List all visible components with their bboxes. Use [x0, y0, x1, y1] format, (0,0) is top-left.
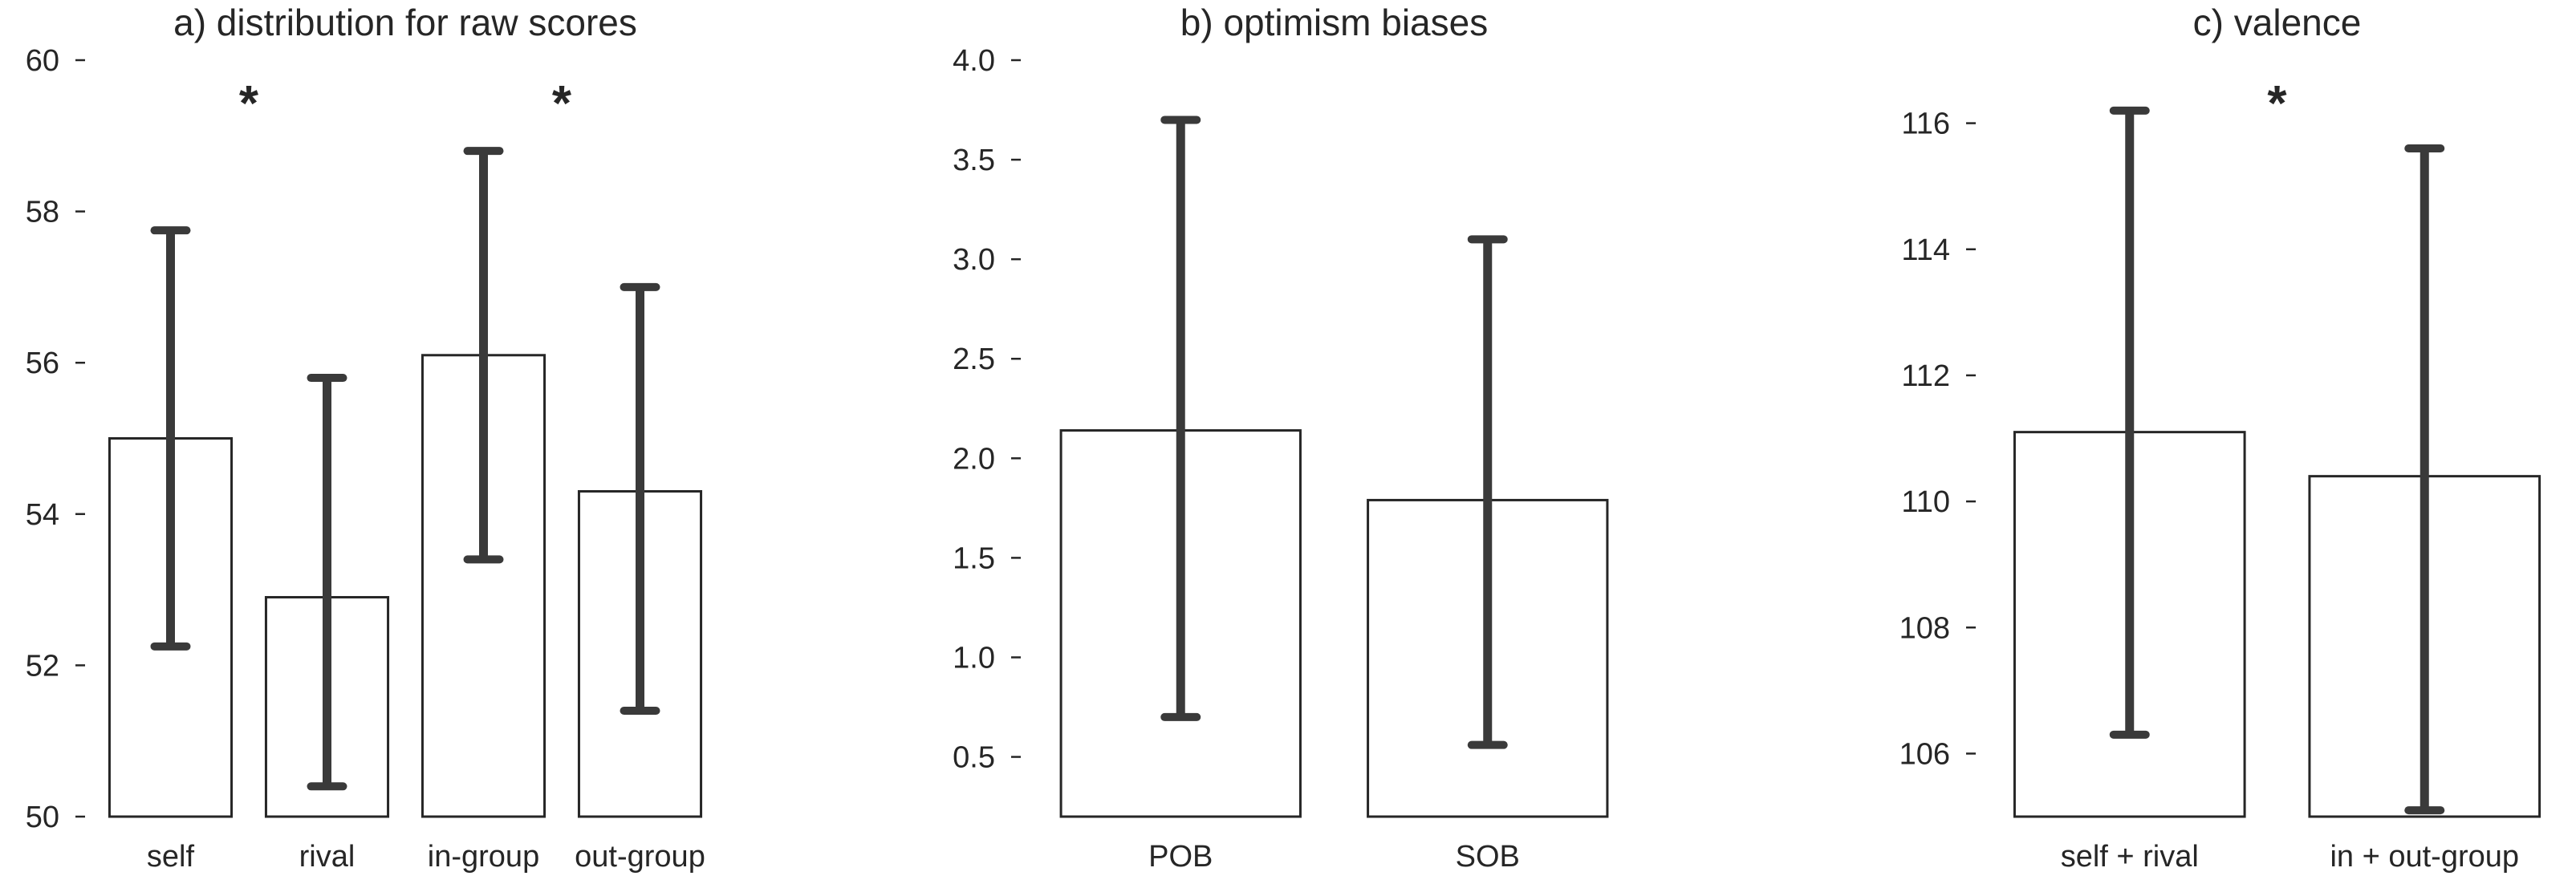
y-tick-label: 50 — [26, 801, 59, 834]
y-tick-label: 4.0 — [953, 44, 995, 78]
category-label: out-group — [575, 840, 705, 874]
y-tick-label: 0.5 — [953, 741, 995, 775]
category-label: in + out-group — [2330, 840, 2519, 874]
y-tick-label: 3.0 — [953, 243, 995, 277]
y-tick-label: 106 — [1899, 737, 1950, 771]
chart-panel-1: a) distribution for raw scores 50 52 54 56 58… — [26, 2, 705, 874]
y-tick-label: 108 — [1899, 611, 1950, 645]
category-label: SOB — [1456, 840, 1520, 874]
category-label: rival — [299, 840, 356, 874]
y-tick-label: 3.5 — [953, 144, 995, 177]
y-tick-label: 114 — [1901, 233, 1950, 267]
y-tick-label: 1.0 — [953, 641, 995, 675]
y-tick-label: 1.5 — [953, 541, 995, 575]
category-label: POB — [1148, 840, 1213, 874]
y-tick-label: 54 — [26, 498, 59, 532]
significance-star: * — [2267, 76, 2287, 132]
category-label: in-group — [428, 840, 539, 874]
significance-star: * — [239, 76, 259, 132]
y-tick-label: 110 — [1901, 485, 1950, 519]
y-tick-label: 112 — [1901, 359, 1950, 393]
category-label: self — [147, 840, 195, 874]
chart-title: a) distribution for raw scores — [173, 2, 637, 43]
category-label: self + rival — [2061, 840, 2199, 874]
y-tick-label: 58 — [26, 196, 59, 229]
chart-panel-2: b) optimism biases 0.5 1.0 1.5 2.0 2.5 3.0 3.5 4… — [953, 2, 1609, 874]
y-tick-label: 2.5 — [953, 343, 995, 376]
chart-panel-3: c) valence 106 108 110 112 114 116 self + rival… — [1899, 2, 2541, 874]
chart-title: c) valence — [2193, 2, 2362, 43]
y-tick-label: 2.0 — [953, 442, 995, 476]
y-tick-label: 60 — [26, 44, 59, 78]
y-tick-label: 116 — [1901, 107, 1950, 141]
y-tick-label: 52 — [26, 649, 59, 683]
significance-star: * — [552, 76, 572, 132]
chart-title: b) optimism biases — [1180, 2, 1488, 43]
y-tick-label: 56 — [26, 347, 59, 380]
